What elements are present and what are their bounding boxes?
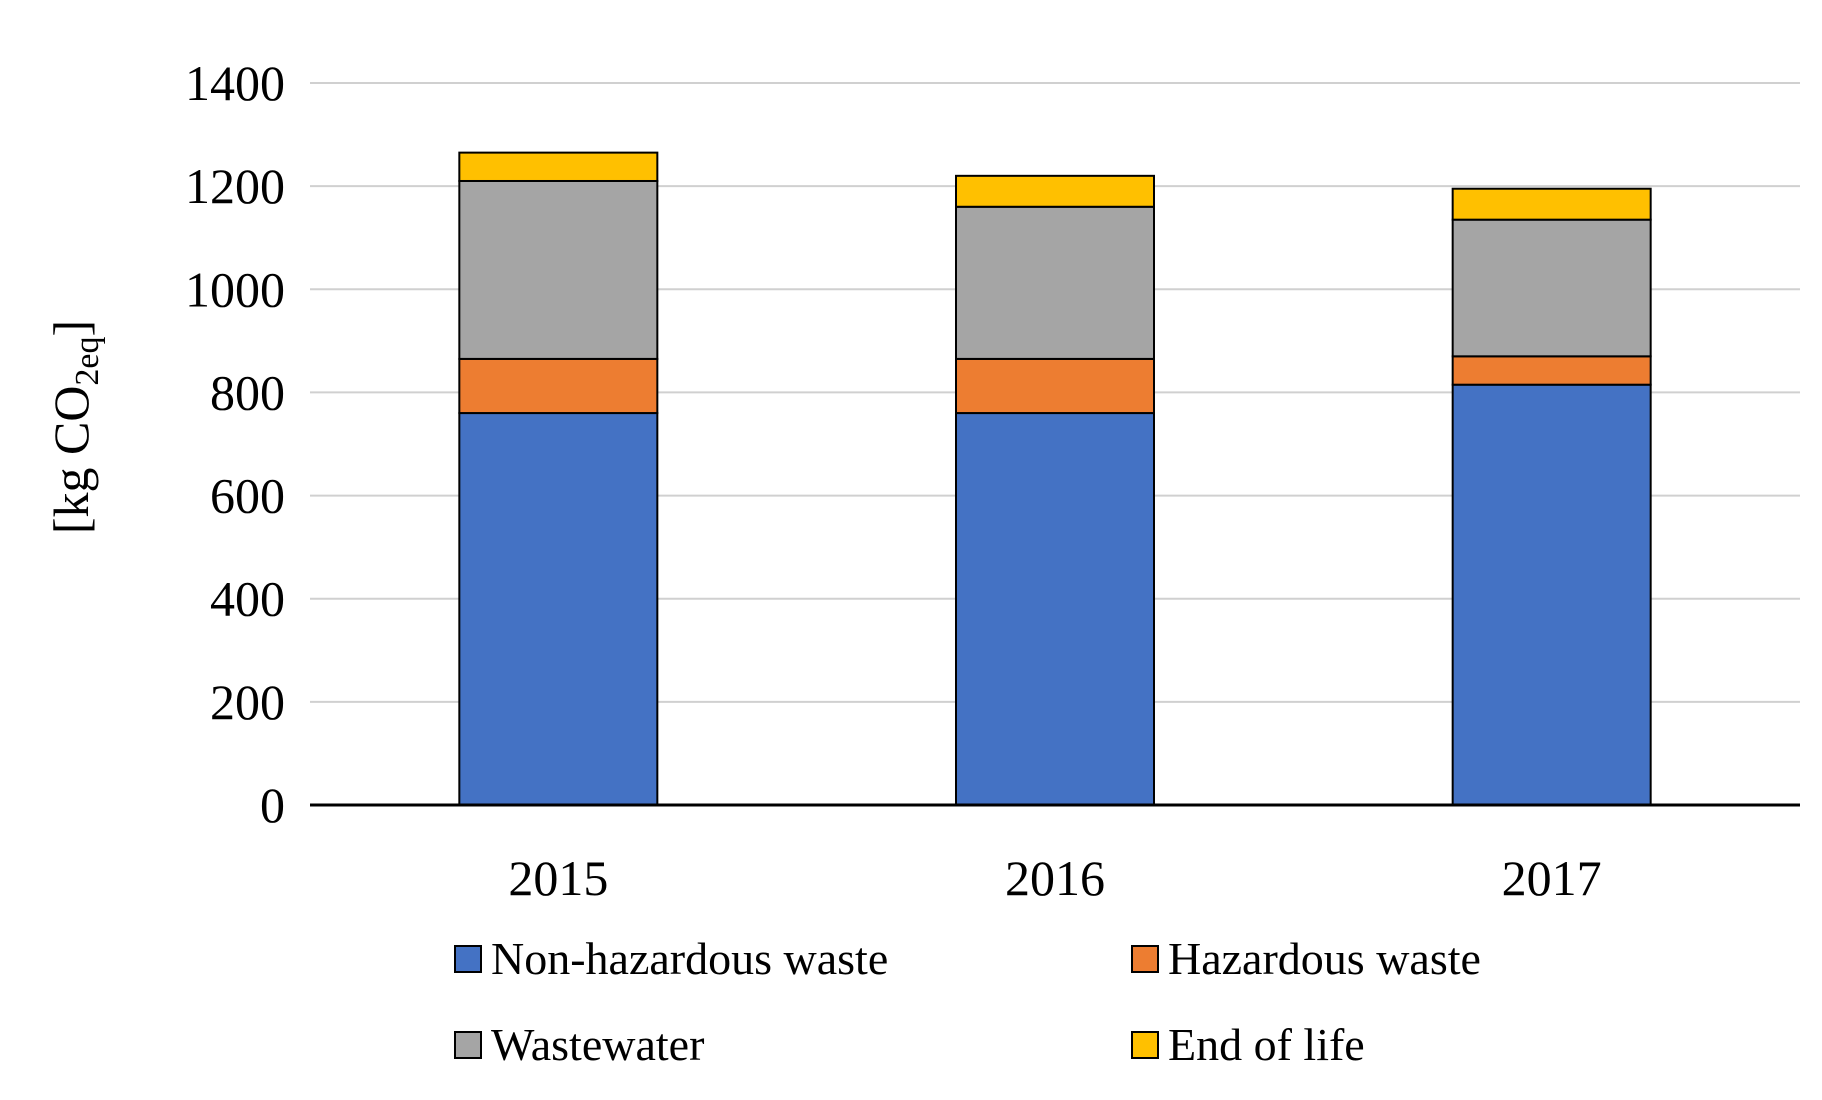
y-tick-label: 1400 xyxy=(185,55,285,111)
y-tick-label: 600 xyxy=(210,468,285,524)
bar-segment-hazardous-waste-2016 xyxy=(955,357,1155,415)
bar-segment-wastewater-2017 xyxy=(1451,218,1652,358)
y-tick-label: 400 xyxy=(210,571,285,627)
bar-segment-hazardous-waste-2017 xyxy=(1451,355,1652,386)
bar-segment-end-of-life-2016 xyxy=(955,174,1155,208)
legend-label: End of life xyxy=(1168,1019,1365,1070)
y-tick-label: 1200 xyxy=(185,158,285,214)
bar-segment-non-hazardous-waste-2016 xyxy=(955,412,1155,806)
legend-swatch xyxy=(1131,1031,1159,1059)
y-axis-title: [kg CO2eq] xyxy=(43,320,106,534)
legend-item-hazardous-waste: Hazardous waste xyxy=(1131,933,1481,984)
bar-segment-wastewater-2016 xyxy=(955,205,1155,360)
bar-segment-non-hazardous-waste-2015 xyxy=(458,412,659,806)
y-tick-label: 0 xyxy=(260,777,285,833)
y-axis-label: [kg CO2eq] xyxy=(43,320,106,534)
legend-label: Hazardous waste xyxy=(1168,933,1481,984)
bar-segment-non-hazardous-waste-2017 xyxy=(1451,383,1652,806)
x-tick-labels: 2015 2016 2017 xyxy=(508,850,1601,906)
y-axis-label-main: [kg CO xyxy=(43,386,99,535)
legend-swatch xyxy=(454,945,482,973)
bars xyxy=(458,151,1652,806)
bar-segment-hazardous-waste-2015 xyxy=(458,357,659,415)
legend-label: Non-hazardous waste xyxy=(491,933,888,984)
x-tick-label: 2016 xyxy=(1005,850,1105,906)
legend-label: Wastewater xyxy=(491,1019,704,1070)
y-tick-label: 800 xyxy=(210,364,285,420)
legend: Non-hazardous waste Hazardous waste Wastew… xyxy=(454,933,1481,1070)
bar-segment-end-of-life-2017 xyxy=(1451,187,1652,221)
legend-item-wastewater: Wastewater xyxy=(454,1019,704,1070)
y-tick-label: 1000 xyxy=(185,261,285,317)
bar-segment-wastewater-2015 xyxy=(458,179,659,360)
bar-segment-end-of-life-2015 xyxy=(458,151,659,182)
y-tick-label: 200 xyxy=(210,674,285,730)
legend-swatch xyxy=(454,1031,482,1059)
x-tick-label: 2015 xyxy=(508,850,608,906)
y-tick-labels: 0 200 400 600 800 1000 1200 1400 xyxy=(185,55,285,833)
legend-item-non-hazardous-waste: Non-hazardous waste xyxy=(454,933,888,984)
x-tick-label: 2017 xyxy=(1502,850,1602,906)
legend-item-end-of-life: End of life xyxy=(1131,1019,1365,1070)
legend-swatch xyxy=(1131,945,1159,973)
y-axis-label-close: ] xyxy=(43,320,99,337)
y-axis-label-subscript: 2eq xyxy=(69,336,106,385)
